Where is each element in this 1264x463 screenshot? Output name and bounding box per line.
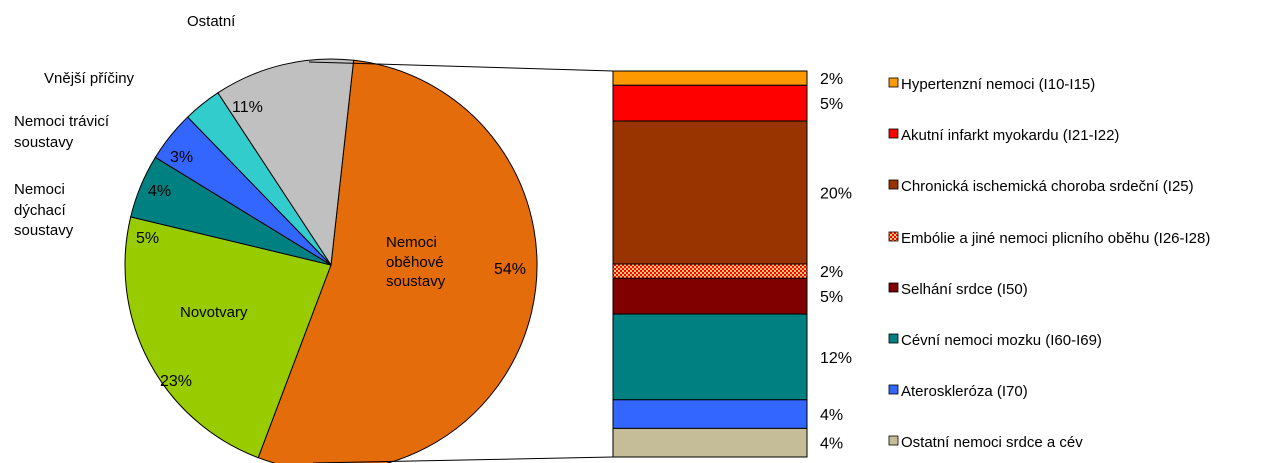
bar-value-7: 4% bbox=[820, 407, 843, 424]
bar-value-2: 5% bbox=[820, 96, 843, 113]
pie-category-labels: Ostatní Vnější příčiny Nemoci trávicí so… bbox=[14, 13, 446, 321]
bar-legend: Hypertenzní nemoci (I10-I15) Akutní infar… bbox=[888, 76, 1210, 451]
bar-value-6: 12% bbox=[820, 350, 852, 367]
pie-slice-value-6: 11% bbox=[232, 99, 263, 116]
pie-slice-6 bbox=[217, 58, 355, 267]
bar-segment-2 bbox=[612, 84, 808, 122]
bar-segment-6 bbox=[612, 313, 808, 401]
legend-swatch-8 bbox=[888, 435, 899, 446]
legend-label-7: Ateroskleróza (I70) bbox=[901, 383, 1028, 400]
label-dychaci-line1: Nemoci bbox=[14, 181, 65, 198]
pie-slice-value-2: 23% bbox=[160, 373, 192, 390]
legend-label-3: Chronická ischemická choroba srdeční (I2… bbox=[901, 178, 1194, 195]
bar-segment-7 bbox=[612, 399, 808, 429]
label-obehove-line1: Nemoci bbox=[386, 234, 437, 251]
legend-label-2: Akutní infarkt myokardu (I21-I22) bbox=[901, 127, 1119, 144]
legend-swatch-7 bbox=[888, 384, 899, 395]
pie-chart: 54% 23% 5% 4% 3% 11% bbox=[124, 58, 538, 463]
label-traveni-line2: soustavy bbox=[14, 134, 74, 151]
label-novotvary: Novotvary bbox=[180, 304, 248, 321]
label-dychaci-line2: dýchací bbox=[14, 202, 67, 219]
label-obehove-line2: oběhové bbox=[386, 254, 444, 271]
bar-segment-3 bbox=[612, 120, 808, 265]
pie-slice-2 bbox=[124, 216, 332, 459]
connector-bottom bbox=[312, 456, 614, 463]
pie-slice-1 bbox=[257, 59, 538, 463]
connector-top bbox=[308, 61, 614, 72]
bar-value-8: 4% bbox=[820, 436, 843, 453]
label-vnejsi-priciny: Vnější příčiny bbox=[44, 70, 135, 87]
stacked-bar-chart bbox=[612, 70, 808, 458]
bar-segment-4 bbox=[612, 263, 808, 279]
legend-swatch-2 bbox=[888, 128, 899, 139]
legend-swatch-5 bbox=[888, 282, 899, 293]
label-dychaci-line3: soustavy bbox=[14, 222, 74, 239]
bar-segment-1 bbox=[612, 70, 808, 86]
legend-label-8: Ostatní nemoci srdce a cév bbox=[901, 434, 1083, 451]
pie-slice-value-4: 4% bbox=[148, 183, 171, 200]
bar-segment-5 bbox=[612, 277, 808, 315]
bar-value-4: 2% bbox=[820, 264, 843, 281]
pie-to-bar-connectors bbox=[308, 61, 614, 463]
label-obehove-line3: soustavy bbox=[386, 273, 446, 290]
legend-swatch-6 bbox=[888, 333, 899, 344]
legend-label-5: Selhání srdce (I50) bbox=[901, 281, 1028, 298]
pie-slice-value-3: 5% bbox=[136, 230, 159, 247]
legend-label-1: Hypertenzní nemoci (I10-I15) bbox=[901, 76, 1095, 93]
legend-swatch-1 bbox=[888, 77, 899, 88]
legend-label-4: Embólie a jiné nemoci plicního oběhu (I2… bbox=[901, 230, 1210, 247]
bar-value-1: 2% bbox=[820, 71, 843, 88]
label-ostatni: Ostatní bbox=[187, 13, 236, 30]
bar-value-5: 5% bbox=[820, 289, 843, 306]
pie-slice-value-1: 54% bbox=[494, 261, 526, 278]
label-traveni-line1: Nemoci trávicí bbox=[14, 113, 110, 130]
legend-swatch-4 bbox=[888, 231, 899, 242]
bar-segment-8 bbox=[612, 427, 808, 458]
bar-value-labels: 2% 5% 20% 2% 5% 12% 4% 4% bbox=[820, 71, 852, 453]
legend-swatch-3 bbox=[888, 179, 899, 190]
pie-slice-value-5: 3% bbox=[170, 149, 193, 166]
legend-label-6: Cévní nemoci mozku (I60-I69) bbox=[901, 332, 1102, 349]
bar-value-3: 20% bbox=[820, 186, 852, 203]
